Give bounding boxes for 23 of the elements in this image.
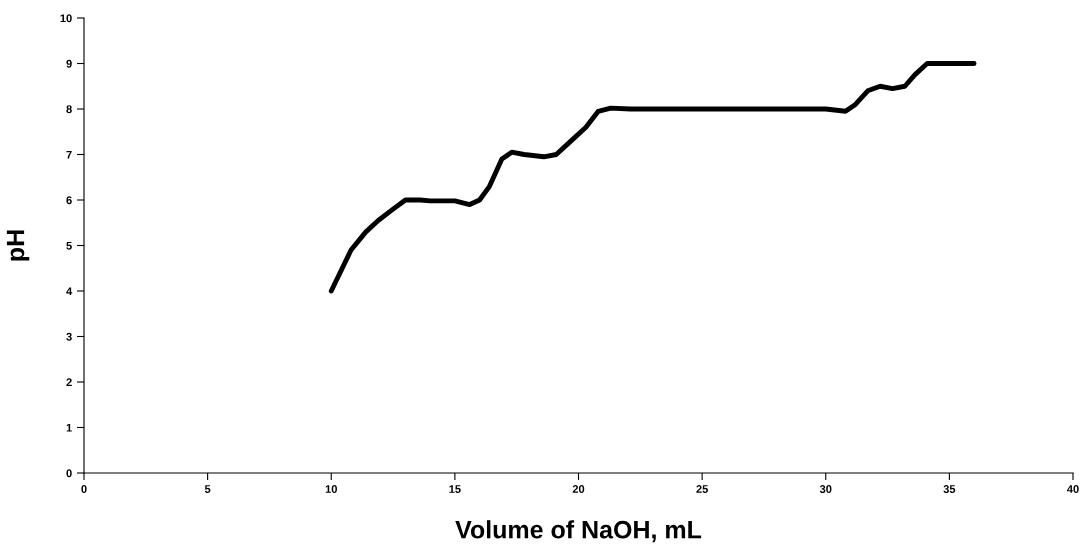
x-tick-label: 10 (325, 485, 337, 493)
x-axis-title: Volume of NaOH, mL (455, 520, 702, 543)
x-tick-label: 25 (696, 485, 708, 493)
x-tick-label: 0 (81, 485, 87, 493)
y-tick-label: 5 (66, 241, 72, 250)
x-tick-label: 40 (1066, 485, 1079, 493)
x-tick-label: 15 (449, 485, 461, 493)
y-tick-label: 7 (66, 150, 72, 159)
x-tick-label: 5 (204, 485, 211, 493)
x-tick-label: 30 (819, 485, 832, 493)
y-tick-label: 9 (66, 59, 72, 68)
y-tick-label: 3 (66, 332, 72, 341)
y-tick-label: 4 (66, 287, 73, 296)
y-tick-label: 1 (66, 423, 72, 432)
x-tick-label: 20 (572, 485, 585, 493)
y-tick-label: 2 (66, 378, 72, 387)
y-tick-label: 0 (66, 469, 72, 478)
y-axis-title: pH (6, 230, 30, 261)
line-series (328, 61, 977, 294)
x-tick-label: 35 (943, 485, 956, 493)
y-tick-label: 8 (66, 105, 72, 114)
y-tick-label: 6 (66, 196, 72, 205)
y-tick-label: 10 (60, 14, 72, 23)
